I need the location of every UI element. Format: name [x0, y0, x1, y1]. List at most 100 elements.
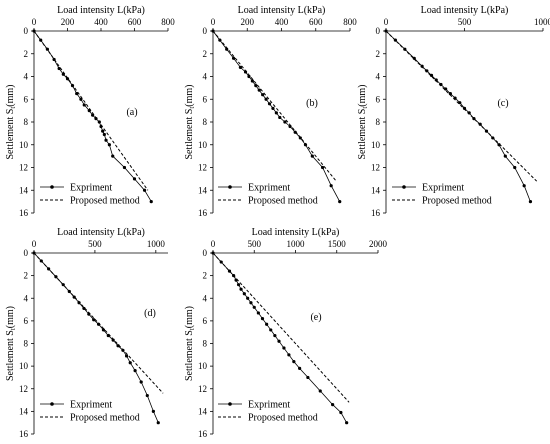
panel-label: (c)	[497, 98, 508, 109]
experiment-point	[254, 84, 258, 88]
y-tick-label: 4	[376, 72, 381, 82]
x-axis-title: Load intensity L(kPa)	[57, 5, 145, 16]
experiment-point	[462, 106, 467, 110]
y-tick-label: 8	[24, 339, 29, 349]
x-tick-label: 0	[32, 17, 37, 27]
experiment-point	[503, 154, 507, 158]
panel-label: (d)	[144, 308, 156, 319]
experiment-point	[274, 111, 278, 115]
chart-panel-5: 0 500 1000 1500 2000 0 2 4 6 8 10 12 14 16 Load intens…	[184, 227, 388, 439]
chart-panel-3: 0 500 1000 0 2 4 6 8 10 12 14 16 Load intensity L(kP…	[357, 5, 550, 218]
y-tick-label: 16	[198, 208, 208, 218]
x-tick-label: 1000	[534, 17, 550, 27]
proposed-method-line	[212, 252, 350, 403]
experiment-point	[238, 65, 242, 69]
chart-panel-4: 0 500 1000 0 2 4 6 8 10 12 14 16 Load intensity L(kP…	[5, 227, 168, 439]
experiment-point	[267, 102, 272, 106]
legend-experiment-marker	[402, 185, 406, 189]
y-tick-label: 4	[24, 293, 29, 303]
experiment-point	[339, 410, 343, 415]
legend-experiment-marker	[228, 185, 232, 189]
experiment-line	[33, 252, 159, 423]
experiment-point	[261, 93, 265, 97]
experiment-point	[265, 322, 269, 326]
experiment-point	[82, 306, 86, 311]
legend: Expriment Proposed method	[40, 400, 140, 424]
experiment-point	[310, 154, 314, 158]
y-tick-label: 6	[24, 316, 29, 326]
y-tick-label: 16	[198, 429, 208, 439]
experiment-point	[65, 77, 70, 81]
experiment-point	[318, 389, 322, 393]
experiment-point	[412, 56, 416, 60]
y-tick-label: 10	[19, 361, 29, 371]
y-tick-label: 16	[19, 429, 29, 439]
experiment-point	[124, 354, 129, 358]
legend-experiment-label: Expriment	[248, 183, 290, 194]
y-tick-label: 0	[376, 26, 381, 36]
experiment-point	[277, 339, 281, 343]
experiment-line	[212, 252, 347, 423]
experiment-point	[122, 165, 127, 170]
y-axis-title: Settlement St(mm)	[5, 306, 17, 381]
experiment-point	[250, 79, 254, 83]
experiment-point	[145, 393, 149, 398]
y-tick-label: 8	[203, 117, 208, 127]
experiment-point	[111, 154, 115, 158]
experiment-point	[283, 120, 287, 124]
experiment-point	[522, 184, 526, 188]
proposed-method-line	[385, 30, 538, 182]
x-tick-label: 1000	[287, 239, 306, 249]
experiment-point	[156, 421, 160, 425]
y-axis-title: Settlement St(mm)	[5, 84, 17, 159]
x-tick-label: 800	[161, 17, 175, 27]
y-tick-label: 12	[198, 163, 207, 173]
experiment-point	[252, 305, 256, 309]
legend-proposed-label: Proposed method	[422, 196, 492, 207]
experiment-point	[260, 317, 265, 321]
experiment-point	[282, 346, 286, 350]
experiment-line	[212, 30, 341, 202]
experiment-point	[128, 361, 132, 365]
y-tick-label: 14	[19, 406, 29, 416]
legend-proposed-label: Proposed method	[70, 196, 140, 207]
y-tick-label: 2	[24, 49, 29, 59]
legend-experiment-label: Expriment	[422, 183, 464, 194]
y-tick-label: 6	[24, 94, 29, 104]
experiment-point	[269, 328, 273, 332]
x-tick-label: 0	[384, 17, 389, 27]
y-tick-label: 4	[203, 293, 208, 303]
experiment-point	[94, 116, 98, 121]
chart-panel-2: 0 200 400 600 800 0 2 4 6 8 10 12 14 16 Load intensity…	[184, 5, 357, 218]
legend-experiment-marker	[50, 185, 54, 189]
y-tick-label: 12	[198, 384, 207, 394]
y-tick-label: 16	[371, 208, 381, 218]
experiment-point	[321, 165, 325, 170]
experiment-point	[264, 97, 268, 101]
experiment-point	[257, 88, 261, 92]
y-axis-title: Settlement St(mm)	[184, 306, 196, 381]
x-tick-label: 400	[275, 17, 289, 27]
experiment-point	[513, 165, 517, 170]
y-tick-label: 14	[198, 185, 208, 195]
x-tick-label: 200	[241, 17, 255, 27]
x-tick-label: 1500	[328, 239, 347, 249]
legend: Expriment Proposed method	[392, 183, 492, 207]
experiment-point	[133, 369, 137, 373]
experiment-point	[444, 87, 448, 91]
experiment-point	[448, 91, 452, 96]
experiment-point	[273, 333, 277, 338]
x-axis-title: Load intensity L(kPa)	[238, 5, 326, 16]
y-tick-label: 0	[24, 248, 29, 258]
y-tick-label: 10	[371, 140, 381, 150]
experiment-point	[101, 129, 105, 133]
legend-experiment-marker	[228, 402, 232, 406]
y-tick-label: 6	[203, 94, 208, 104]
legend-proposed-label: Proposed method	[70, 413, 140, 424]
y-tick-label: 2	[376, 49, 381, 59]
x-tick-label: 500	[88, 239, 102, 249]
x-tick-label: 600	[309, 17, 323, 27]
chart-panel-1: 0 200 400 600 800 0 2 4 6 8 10 12 14 16 Load intensity…	[5, 5, 175, 218]
experiment-point	[298, 366, 302, 370]
